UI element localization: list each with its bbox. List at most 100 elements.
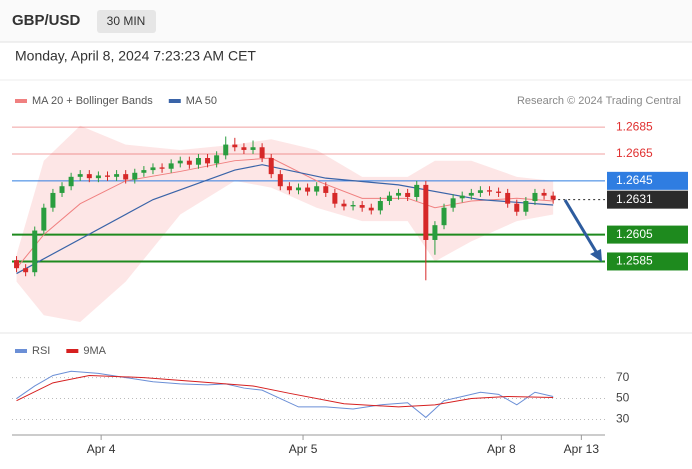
series-line: [16, 370, 554, 419]
interval[interactable]: 30 MIN: [107, 14, 146, 28]
candle-body: [186, 160, 192, 165]
candle-body: [268, 158, 274, 175]
candle-body: [259, 147, 265, 158]
candle-body: [214, 155, 220, 164]
series-line: [16, 374, 554, 408]
level-box: [607, 171, 688, 190]
candle-body: [132, 172, 138, 180]
candle-body: [359, 205, 365, 208]
candle-body: [523, 201, 529, 212]
level-label: 1.2665: [616, 146, 653, 160]
y-tick-label: 50: [616, 391, 630, 405]
candle-body: [532, 192, 538, 201]
candle-body: [195, 158, 201, 165]
level-label: 1.2685: [616, 119, 653, 133]
candle-body: [514, 203, 520, 212]
candle-body: [295, 187, 301, 191]
legend-swatch: [168, 99, 181, 103]
candle-body: [541, 192, 547, 196]
symbol: GBP/USD: [12, 12, 81, 29]
candle-body: [368, 207, 374, 211]
candle-body: [323, 186, 329, 193]
candle-body: [468, 192, 474, 196]
candle-body: [459, 195, 465, 199]
candle-body: [205, 158, 211, 164]
level-label: 1.2605: [616, 227, 653, 241]
candle-body: [32, 230, 38, 273]
candle-body: [141, 170, 147, 173]
candle-body: [396, 192, 402, 196]
candle-body: [177, 160, 183, 164]
candle-body: [423, 184, 429, 240]
candle-body: [550, 195, 556, 200]
legend-label: MA 20 + Bollinger Bands: [32, 95, 153, 107]
level-label: 1.2645: [616, 173, 653, 187]
candle-body: [150, 167, 156, 171]
candle-body: [505, 192, 511, 204]
datetime: Monday, April 8, 2024 7:23:23 AM CET: [15, 48, 256, 64]
candle-body: [114, 174, 120, 177]
x-tick-label: Apr 8: [487, 442, 516, 456]
x-tick-label: Apr 13: [564, 442, 600, 456]
source: Research © 2024 Trading Central: [517, 95, 681, 107]
candle-body: [159, 167, 165, 169]
candle-body: [405, 192, 411, 197]
candle-body: [450, 198, 456, 208]
candle-body: [241, 147, 247, 150]
candle-body: [277, 174, 283, 187]
level-box: [607, 252, 688, 271]
candle-body: [414, 184, 420, 197]
series-line: [16, 164, 554, 275]
candle-body: [68, 176, 74, 187]
candle-body: [86, 174, 92, 179]
candle-body: [104, 175, 110, 177]
legend-label: MA 50: [186, 95, 217, 107]
level-box: [607, 225, 688, 244]
bollinger-band: [16, 125, 554, 322]
forecast-arrow: [563, 199, 600, 256]
candle-body: [477, 190, 483, 193]
legend-swatch: [66, 349, 79, 353]
candle-body: [59, 186, 65, 193]
legend-label: 9MA: [83, 345, 106, 357]
legend-label: RSI: [32, 345, 50, 357]
plot: MA 20 + Bollinger Bands MA 50 Research © 2…: [12, 95, 688, 456]
candle-body: [41, 207, 47, 231]
level-label: 1.2585: [616, 254, 653, 268]
candle-body: [232, 144, 238, 148]
x-tick-label: Apr 4: [87, 442, 116, 456]
candle-body: [77, 174, 83, 177]
candle-body: [168, 163, 174, 169]
candle-body: [432, 225, 438, 240]
candle-body: [496, 191, 502, 193]
candle-body: [250, 147, 256, 150]
level-label: 1.2631: [616, 192, 653, 206]
x-tick-label: Apr 5: [289, 442, 318, 456]
candle-body: [223, 144, 229, 156]
candle-body: [123, 174, 129, 180]
y-tick-label: 70: [616, 370, 630, 384]
level-box: [607, 190, 688, 209]
candle-body: [332, 192, 338, 204]
interval-box[interactable]: [97, 10, 156, 33]
candle-body: [377, 201, 383, 211]
candle-body: [286, 186, 292, 191]
forecast-arrow-head: [590, 249, 602, 262]
candle-body: [305, 187, 311, 192]
legend-swatch: [15, 99, 27, 103]
candle-body: [441, 207, 447, 226]
candle-body: [314, 186, 320, 192]
legend-swatch: [15, 349, 27, 353]
y-tick-label: 30: [616, 412, 630, 426]
candle-body: [14, 260, 20, 269]
series-line: [16, 157, 554, 269]
candle-body: [341, 203, 347, 207]
candle-body: [23, 268, 29, 273]
candle-body: [50, 192, 56, 208]
candle-body: [486, 190, 492, 192]
candle-body: [95, 175, 101, 179]
candle-body: [350, 205, 356, 207]
candle-body: [386, 195, 392, 201]
